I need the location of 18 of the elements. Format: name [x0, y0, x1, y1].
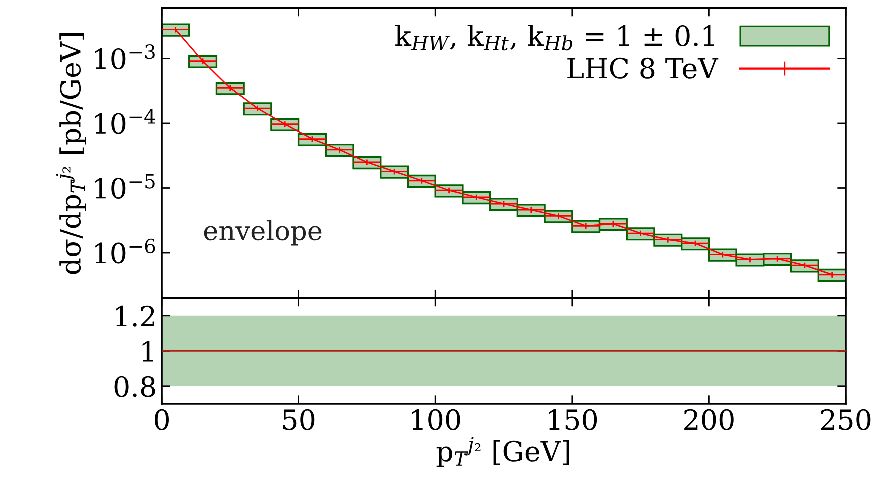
x-tick-label: 250: [821, 409, 871, 430]
legend-label: LHC 8 TeV: [568, 58, 719, 79]
y-tick-label: 10$^{−3}$: [96, 44, 155, 70]
annotation: envelope: [204, 220, 322, 246]
y-tick-label: 1.2: [116, 306, 154, 327]
y-tick-label: 0.8: [114, 376, 156, 398]
x-tick-label: 150: [549, 409, 598, 430]
x-axis-title: p$_{T}$$^{j₂}$ [GeV]: [436, 437, 570, 468]
x-tick-label: 200: [684, 409, 734, 430]
y-tick-label: 1: [142, 341, 154, 362]
y-tick-label: 10$^{−4}$: [96, 109, 156, 134]
y-tick-label: 10$^{−6}$: [96, 238, 156, 264]
x-tick-label: 100: [412, 409, 460, 430]
x-tick-label: 50: [283, 409, 315, 430]
y-axis-title: dσ/dp$_{T}$$^{j₂}$ [pb/GeV]: [56, 34, 86, 274]
legend-label: k$_{HW}$, k$_{Ht}$, k$_{Hb}$ = 1 ± 0.1: [395, 24, 714, 51]
x-tick-label: 0: [154, 409, 169, 430]
y-tick-label: 10$^{−5}$: [96, 174, 155, 200]
